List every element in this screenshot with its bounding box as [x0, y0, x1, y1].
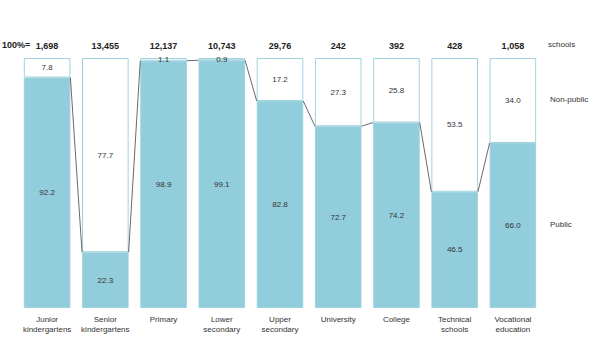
svg-text:1,058: 1,058	[502, 41, 525, 51]
svg-text:Lower: Lower	[211, 315, 233, 324]
svg-text:428: 428	[447, 41, 462, 51]
svg-text:22.3: 22.3	[98, 276, 114, 285]
svg-text:72.7: 72.7	[330, 213, 346, 222]
svg-text:7.8: 7.8	[42, 63, 54, 72]
svg-text:kindergartens: kindergartens	[23, 325, 71, 334]
svg-text:82.8: 82.8	[272, 200, 288, 209]
svg-text:25.8: 25.8	[389, 86, 405, 95]
svg-text:392: 392	[389, 41, 404, 51]
svg-text:schools: schools	[441, 325, 468, 334]
svg-text:1,698: 1,698	[36, 41, 59, 51]
svg-text:27.3: 27.3	[330, 88, 346, 97]
svg-text:secondary: secondary	[203, 325, 240, 334]
svg-text:schools: schools	[548, 40, 575, 49]
svg-text:kindergartens: kindergartens	[81, 325, 129, 334]
svg-text:Public: Public	[550, 220, 572, 229]
svg-text:1.1: 1.1	[158, 55, 170, 64]
svg-text:12,137: 12,137	[150, 41, 178, 51]
svg-text:34.0: 34.0	[505, 96, 521, 105]
svg-text:Senior: Senior	[94, 315, 117, 324]
svg-text:Vocational: Vocational	[494, 315, 531, 324]
svg-text:66.0: 66.0	[505, 221, 521, 230]
svg-text:98.9: 98.9	[156, 180, 172, 189]
svg-text:92.2: 92.2	[39, 188, 55, 197]
svg-text:99.1: 99.1	[214, 180, 230, 189]
svg-text:10,743: 10,743	[208, 41, 236, 51]
svg-text:Upper: Upper	[269, 315, 291, 324]
svg-text:College: College	[383, 315, 411, 324]
svg-text:29,76: 29,76	[269, 41, 292, 51]
svg-text:100%=: 100%=	[2, 40, 30, 50]
svg-text:0.9: 0.9	[216, 55, 228, 64]
svg-text:Non-public: Non-public	[550, 95, 588, 104]
svg-text:74.2: 74.2	[389, 211, 405, 220]
svg-text:Junior: Junior	[36, 315, 58, 324]
svg-text:Technical: Technical	[438, 315, 472, 324]
svg-text:13,455: 13,455	[92, 41, 120, 51]
svg-text:University: University	[321, 315, 356, 324]
svg-text:242: 242	[331, 41, 346, 51]
svg-text:education: education	[496, 325, 531, 334]
svg-text:17.2: 17.2	[272, 75, 288, 84]
svg-text:53.5: 53.5	[447, 120, 463, 129]
svg-text:secondary: secondary	[262, 325, 299, 334]
svg-text:77.7: 77.7	[98, 151, 114, 160]
svg-text:Primary: Primary	[150, 315, 178, 324]
svg-text:46.5: 46.5	[447, 245, 463, 254]
